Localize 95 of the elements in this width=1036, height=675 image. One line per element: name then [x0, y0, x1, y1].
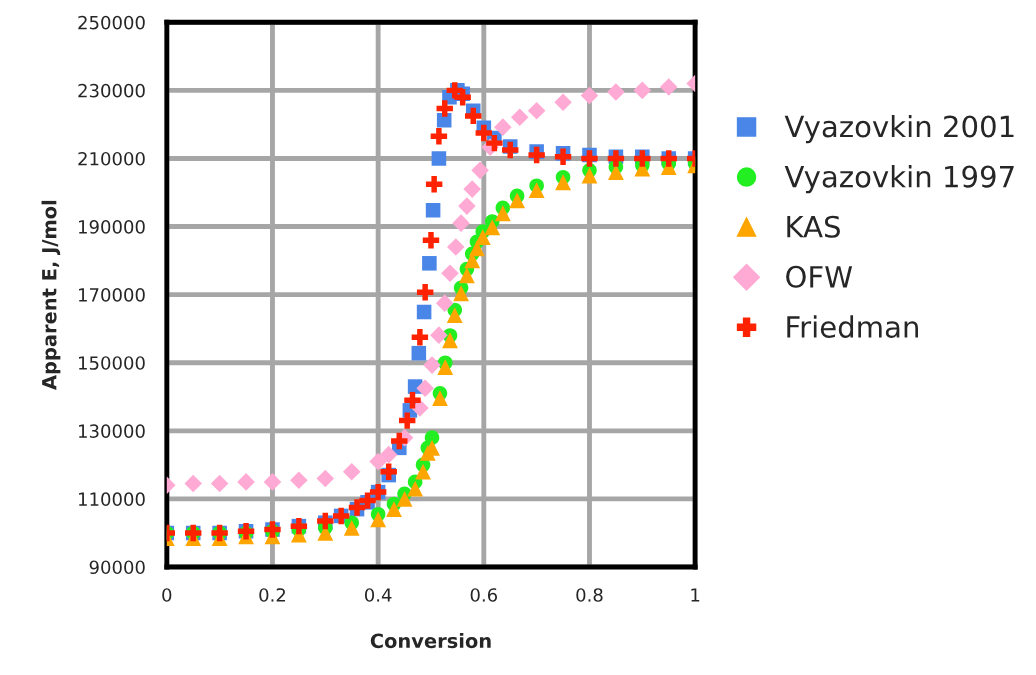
point: [407, 480, 424, 497]
legend-label: Friedman: [787, 315, 918, 338]
point: [430, 128, 448, 145]
y-tick-label: 230000: [78, 83, 145, 98]
y-tick-label: 90000: [89, 560, 145, 575]
point: [416, 284, 434, 301]
point: [528, 182, 545, 199]
point: [463, 180, 481, 198]
point: [607, 164, 624, 180]
x-tick-label: 0.8: [576, 588, 603, 602]
y-tick-label: 110000: [79, 492, 145, 507]
point: [607, 83, 625, 101]
point: [430, 326, 448, 344]
point: [423, 356, 441, 374]
point: [431, 151, 447, 166]
point: [290, 471, 308, 489]
point: [425, 176, 443, 193]
point: [369, 452, 387, 471]
x-tick-label: 1: [691, 588, 700, 602]
point: [453, 285, 470, 302]
y-axis-title: Apparent E, J/mol: [41, 200, 61, 390]
point: [554, 93, 572, 112]
point: [237, 473, 255, 491]
y-tick-label: 210000: [78, 151, 145, 166]
point: [424, 430, 440, 445]
point: [411, 345, 427, 361]
point: [396, 490, 413, 507]
point: [380, 463, 397, 480]
point: [370, 511, 387, 528]
point: [659, 78, 678, 96]
point: [469, 240, 485, 257]
point: [184, 474, 202, 493]
point: [436, 100, 453, 117]
legend-label: OFW: [786, 265, 853, 288]
point: [316, 469, 335, 488]
point: [555, 174, 571, 191]
point: [484, 219, 501, 236]
x-tick-label: 0.2: [259, 588, 286, 602]
point: [494, 205, 511, 222]
point: [527, 102, 546, 120]
point: [391, 432, 408, 450]
point: [386, 501, 402, 518]
point: [486, 134, 503, 152]
legend-label: Vyazovkin 1997: [784, 165, 1014, 194]
point: [458, 197, 476, 215]
point: [465, 107, 482, 125]
point: [471, 161, 489, 180]
point: [502, 141, 519, 159]
point: [474, 229, 491, 246]
point: [411, 328, 429, 346]
x-tick-label: 0.4: [364, 588, 392, 602]
x-tick-label: 0: [162, 588, 172, 602]
x-axis-title: Conversion: [370, 633, 491, 649]
point: [441, 264, 459, 282]
point: [509, 192, 526, 209]
point: [415, 463, 431, 480]
point: [436, 113, 452, 128]
legend-label: Vyazovkin 2001: [784, 114, 1014, 144]
x-tick-label: 0.6: [470, 588, 498, 602]
point: [343, 519, 360, 536]
point: [452, 214, 470, 232]
point: [210, 474, 229, 493]
point: [458, 267, 475, 284]
point: [510, 108, 529, 127]
y-tick-label: 170000: [79, 288, 145, 302]
point: [416, 379, 434, 398]
point: [422, 231, 440, 249]
point: [528, 146, 545, 164]
y-tick-label: 150000: [79, 356, 145, 370]
point: [437, 359, 454, 376]
y-tick-label: 250000: [78, 15, 145, 30]
point: [435, 294, 454, 312]
point: [432, 390, 448, 407]
point: [633, 81, 652, 100]
point: [454, 88, 471, 106]
point: [425, 202, 441, 218]
point: [442, 332, 458, 349]
point: [398, 412, 416, 429]
legend-label: KAS: [787, 215, 840, 238]
point: [581, 167, 598, 184]
point: [494, 118, 512, 136]
point: [475, 124, 493, 142]
point: [263, 473, 282, 491]
point: [379, 445, 398, 464]
point: [404, 391, 421, 409]
point: [580, 86, 599, 105]
point: [422, 256, 437, 271]
point: [342, 462, 361, 481]
y-tick-label: 190000: [79, 220, 145, 234]
point: [447, 238, 465, 256]
point: [446, 307, 463, 323]
point: [416, 304, 432, 320]
point: [554, 148, 572, 165]
y-tick-label: 130000: [79, 424, 145, 438]
point: [581, 150, 598, 167]
